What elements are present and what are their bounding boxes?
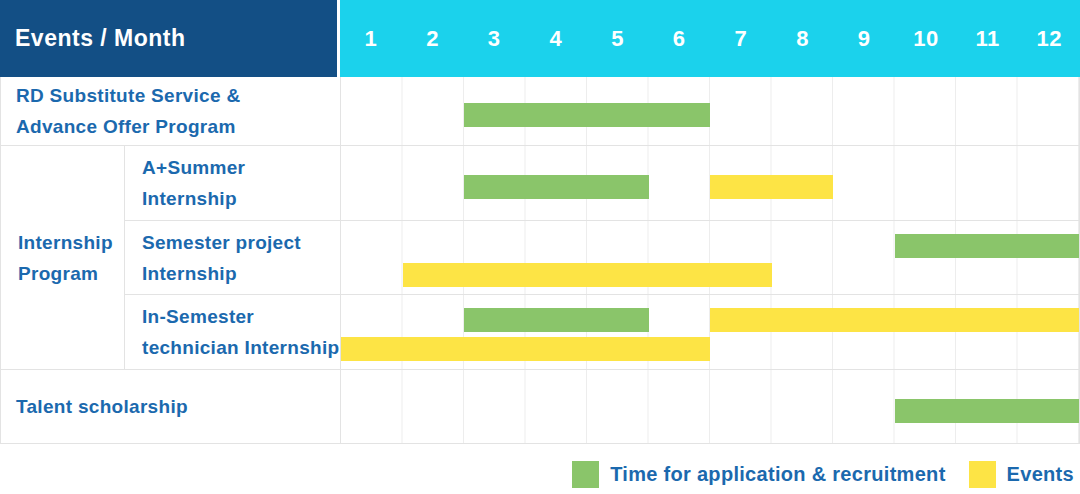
events-bar	[341, 337, 710, 361]
group-label-internship-program: Internship Program	[1, 145, 124, 369]
legend: Time for application & recruitment Events	[0, 444, 1080, 494]
legend-label: Events	[1007, 463, 1074, 486]
events-month-header: Events / Month	[0, 0, 340, 77]
legend-swatch-green	[572, 461, 599, 488]
legend-swatch-yellow	[969, 461, 996, 488]
month-header-cell: 3	[463, 0, 525, 77]
application-recruitment-bar	[464, 308, 649, 332]
gantt-chart: Events / Month 123456789101112 RD Substi…	[0, 0, 1080, 494]
row-label-a-summer-internship: A+Summer Internship	[124, 145, 340, 220]
timeline-semester-project-internship	[340, 220, 1079, 294]
gantt-body: RD Substitute Service & Advance Offer Pr…	[0, 77, 1080, 444]
row-label-talent-scholarship: Talent scholarship	[1, 369, 340, 443]
application-recruitment-bar	[895, 399, 1080, 423]
application-recruitment-bar	[895, 234, 1080, 258]
application-recruitment-bar	[464, 175, 649, 199]
month-header-row: 123456789101112	[340, 0, 1080, 77]
row-label-in-semester-technician-internship: In-Semester technician Internship	[124, 294, 340, 369]
row-label-rd-substitute: RD Substitute Service & Advance Offer Pr…	[1, 77, 340, 145]
timeline-a-summer-internship	[340, 145, 1079, 220]
events-bar	[710, 308, 1079, 332]
row-label-semester-project-internship: Semester project Internship	[124, 220, 340, 294]
month-header-cell: 4	[525, 0, 587, 77]
legend-item: Events	[969, 461, 1074, 488]
month-header-cell: 8	[772, 0, 834, 77]
timeline-rd-substitute	[340, 77, 1079, 145]
month-header-cell: 6	[648, 0, 710, 77]
legend-item: Time for application & recruitment	[572, 461, 945, 488]
month-header-cell: 1	[340, 0, 402, 77]
timeline-talent-scholarship	[340, 369, 1079, 443]
month-header-cell: 5	[587, 0, 649, 77]
timeline-in-semester-technician-internship	[340, 294, 1079, 369]
month-header-cell: 12	[1018, 0, 1080, 77]
month-header-cell: 11	[957, 0, 1019, 77]
month-header-cell: 2	[402, 0, 464, 77]
month-header-cell: 10	[895, 0, 957, 77]
month-header-cell: 9	[833, 0, 895, 77]
events-bar	[403, 263, 772, 287]
events-bar	[710, 175, 833, 199]
application-recruitment-bar	[464, 103, 710, 127]
header-row: Events / Month 123456789101112	[0, 0, 1080, 77]
legend-label: Time for application & recruitment	[610, 463, 945, 486]
month-header-cell: 7	[710, 0, 772, 77]
